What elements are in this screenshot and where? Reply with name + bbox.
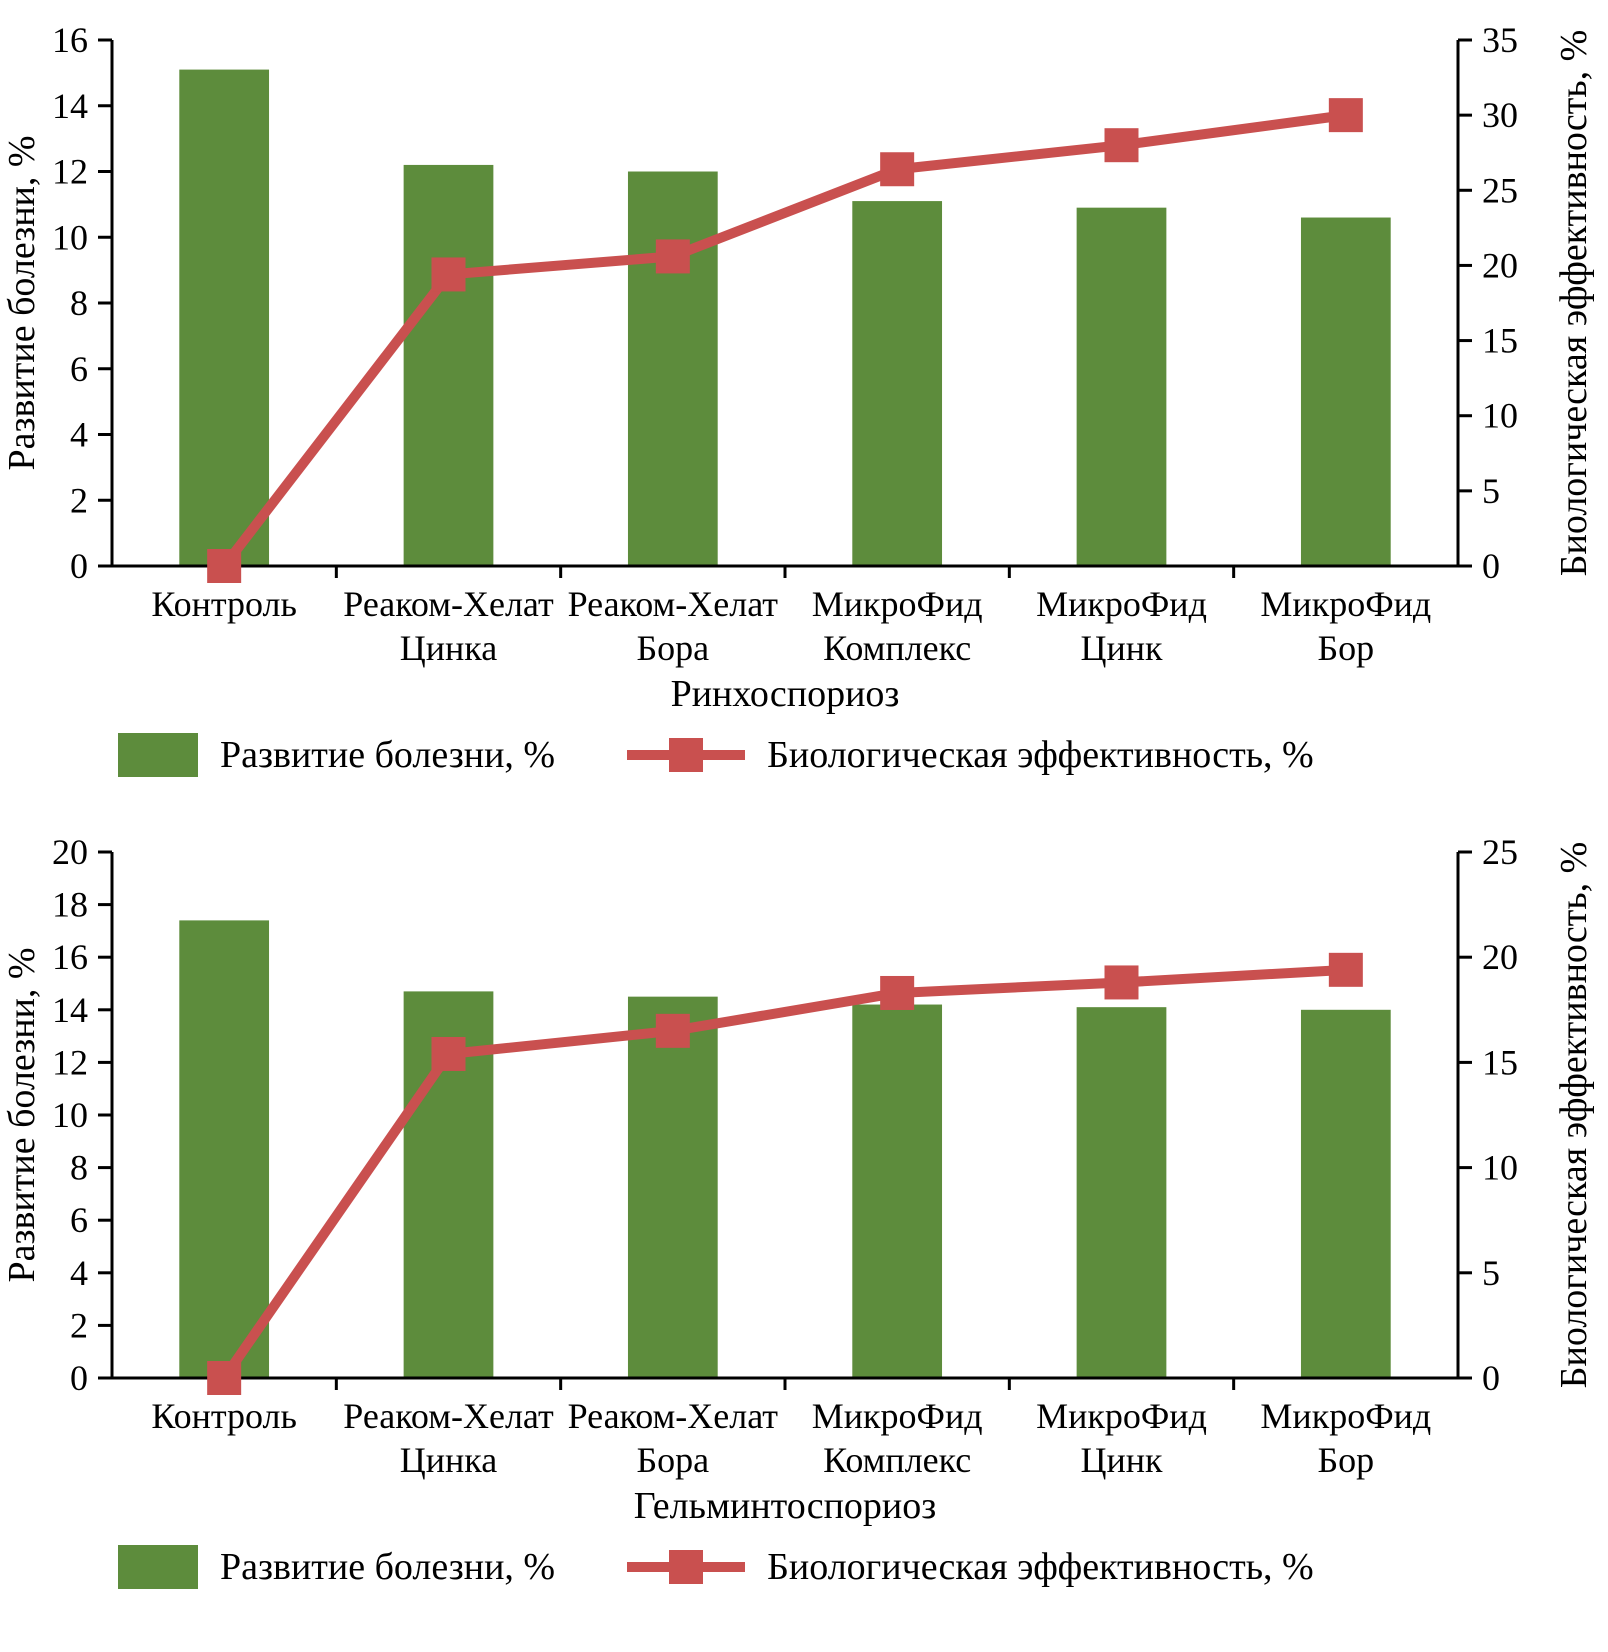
svg-text:2: 2 [70, 480, 88, 520]
svg-text:16: 16 [52, 20, 88, 60]
svg-text:4: 4 [70, 415, 88, 455]
legend-item-disease: Развитие болезни, % [118, 1545, 555, 1589]
svg-text:6: 6 [70, 349, 88, 389]
svg-text:Гельминтоспориоз: Гельминтоспориоз [634, 1485, 937, 1527]
svg-text:15: 15 [1482, 321, 1518, 361]
svg-text:4: 4 [70, 1253, 88, 1293]
svg-text:Биологическая эффективность, %: Биологическая эффективность, % [1553, 842, 1595, 1389]
svg-text:15: 15 [1482, 1042, 1518, 1082]
svg-text:10: 10 [1482, 396, 1518, 436]
svg-text:20: 20 [1482, 245, 1518, 285]
svg-text:35: 35 [1482, 20, 1518, 60]
legend-label-efficiency: Биологическая эффективность, % [767, 734, 1314, 776]
legend-rhynchosporiosis: Развитие болезни, % Биологическая эффект… [0, 718, 1608, 792]
svg-text:2: 2 [70, 1305, 88, 1345]
legend-label-efficiency: Биологическая эффективность, % [767, 1546, 1314, 1588]
svg-text:25: 25 [1482, 832, 1518, 872]
svg-text:Контроль: Контроль [151, 584, 297, 624]
svg-text:10: 10 [1482, 1148, 1518, 1188]
svg-text:12: 12 [52, 1042, 88, 1082]
svg-text:5: 5 [1482, 1253, 1500, 1293]
svg-text:10: 10 [52, 217, 88, 257]
svg-text:30: 30 [1482, 95, 1518, 135]
legend-item-efficiency: Биологическая эффективность, % [627, 1545, 1314, 1589]
svg-text:14: 14 [52, 86, 88, 126]
svg-text:16: 16 [52, 937, 88, 977]
bar-legend-swatch-icon [118, 1545, 198, 1589]
line-legend-swatch-icon [627, 1550, 746, 1584]
svg-text:Ринхоспориоз: Ринхоспориоз [671, 673, 900, 715]
svg-text:Контроль: Контроль [151, 1396, 297, 1436]
svg-text:8: 8 [70, 1148, 88, 1188]
svg-text:20: 20 [52, 832, 88, 872]
chart-rhynchosporiosis-plot: 0 2 4 6 8 10 12 14 16 0 5 10 15 20 25 30 35 Контроль Реако… [1, 20, 1595, 715]
svg-text:25: 25 [1482, 170, 1518, 210]
svg-text:10: 10 [52, 1095, 88, 1135]
figure-two-panel-chart: 0 2 4 6 8 10 12 14 16 0 5 10 15 20 25 30 35 Контроль Реако… [0, 6, 1608, 1604]
legend-item-disease: Развитие болезни, % [118, 733, 555, 777]
svg-text:0: 0 [70, 1358, 88, 1398]
svg-text:0: 0 [1482, 546, 1500, 586]
svg-text:12: 12 [52, 152, 88, 192]
svg-text:0: 0 [1482, 1358, 1500, 1398]
legend-item-efficiency: Биологическая эффективность, % [627, 733, 1314, 777]
svg-text:Развитие болезни, %: Развитие болезни, % [1, 135, 43, 470]
svg-text:18: 18 [52, 885, 88, 925]
line-legend-swatch-icon [627, 738, 746, 772]
svg-text:Развитие болезни, %: Развитие болезни, % [1, 947, 43, 1282]
svg-text:14: 14 [52, 990, 88, 1030]
bar-legend-swatch-icon [118, 733, 198, 777]
chart-block-helminthosporiosis: 0 2 4 6 8 10 12 14 16 18 20 0 5 10 15 20 25 Контроль Реако… [0, 818, 1608, 1604]
svg-text:8: 8 [70, 283, 88, 323]
svg-text:0: 0 [70, 546, 88, 586]
svg-text:6: 6 [70, 1200, 88, 1240]
svg-text:Биологическая эффективность, %: Биологическая эффективность, % [1553, 30, 1595, 577]
chart-helminthosporiosis-plot: 0 2 4 6 8 10 12 14 16 18 20 0 5 10 15 20 25 Контроль Реако… [1, 832, 1595, 1527]
legend-label-disease: Развитие болезни, % [220, 1546, 556, 1588]
legend-helminthosporiosis: Развитие болезни, % Биологическая эффект… [0, 1530, 1608, 1604]
legend-label-disease: Развитие болезни, % [220, 734, 556, 776]
svg-text:5: 5 [1482, 471, 1500, 511]
chart-block-rhynchosporiosis: 0 2 4 6 8 10 12 14 16 0 5 10 15 20 25 30 35 Контроль Реако… [0, 6, 1608, 792]
svg-text:20: 20 [1482, 937, 1518, 977]
